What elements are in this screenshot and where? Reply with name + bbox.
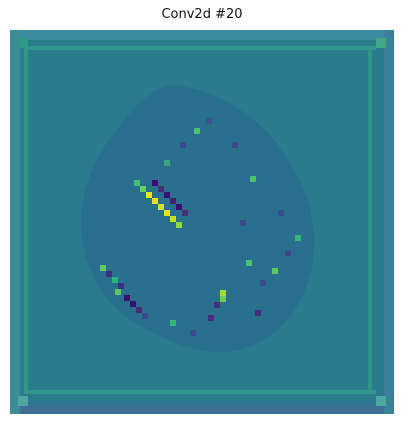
frame-top-band bbox=[10, 30, 394, 40]
frame-inner-top bbox=[28, 46, 376, 50]
corner-bottom-left bbox=[18, 396, 28, 406]
leaf-shape bbox=[80, 85, 315, 353]
feature-map-image bbox=[10, 30, 394, 414]
frame-inner-right bbox=[368, 48, 372, 394]
frame-inner-bottom bbox=[28, 390, 376, 394]
feature-pixels bbox=[100, 118, 301, 336]
frame-right-band bbox=[384, 30, 394, 414]
frame-bottom-band bbox=[10, 404, 394, 414]
corner-top-left bbox=[18, 38, 28, 48]
plot-title: Conv2d #20 bbox=[161, 7, 243, 22]
corner-top-right bbox=[376, 38, 386, 48]
frame-inner-left bbox=[24, 48, 28, 394]
corner-bottom-right bbox=[376, 396, 386, 406]
feature-map-svg bbox=[10, 30, 394, 414]
frame-left-band bbox=[10, 30, 20, 414]
